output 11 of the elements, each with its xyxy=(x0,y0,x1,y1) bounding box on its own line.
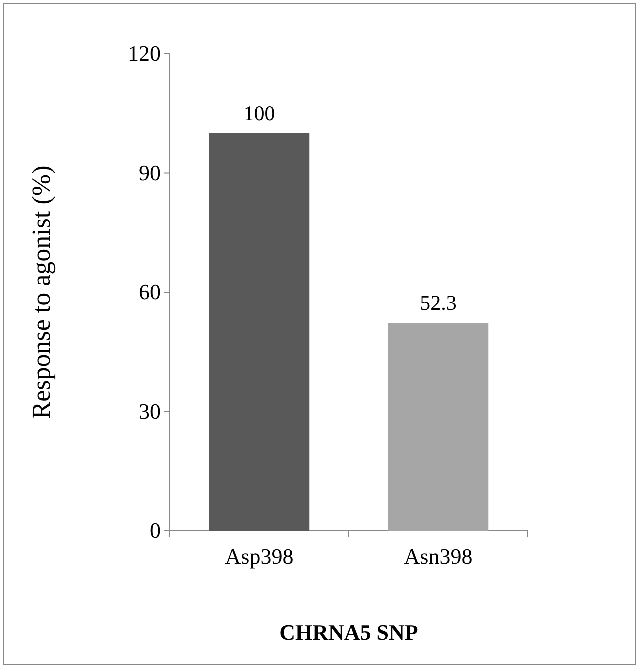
y-tick-label: 120 xyxy=(128,41,161,66)
y-tick-label: 60 xyxy=(139,280,161,305)
data-label: 52.3 xyxy=(420,291,457,316)
x-axis-title: CHRNA5 SNP xyxy=(280,620,418,645)
y-tick-label: 0 xyxy=(150,518,161,544)
data-label: 100 xyxy=(244,102,276,126)
y-tick-label: 30 xyxy=(139,398,161,424)
y-tick-label: 90 xyxy=(139,160,161,186)
x-tick-label: Asn398 xyxy=(404,544,473,569)
y-axis-title: Response to agonist (%) xyxy=(27,166,56,420)
x-tick-label: Asp398 xyxy=(225,544,294,569)
